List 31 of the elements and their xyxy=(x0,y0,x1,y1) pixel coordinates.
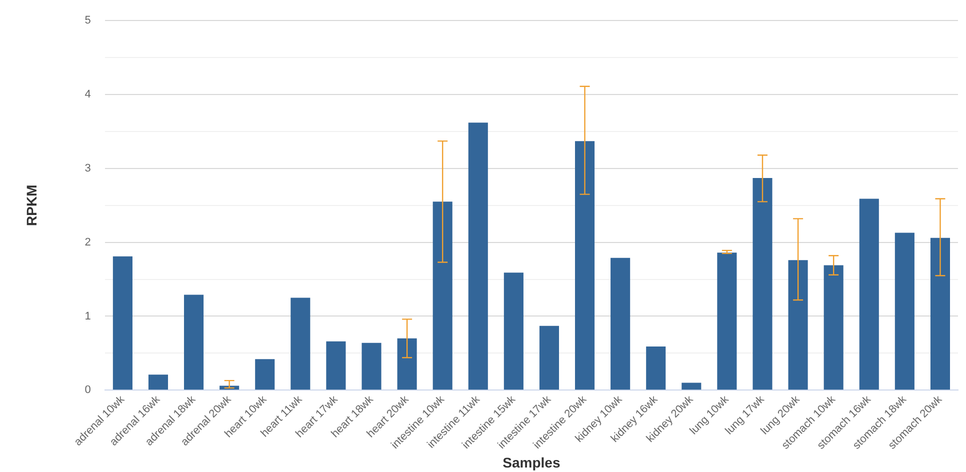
bar xyxy=(290,298,310,390)
bar xyxy=(432,202,452,390)
bar xyxy=(788,260,808,390)
bar xyxy=(539,326,560,390)
bar xyxy=(894,232,914,390)
bar xyxy=(824,265,844,390)
bar xyxy=(859,198,879,390)
y-tick-label: 1 xyxy=(84,310,91,322)
bar xyxy=(610,258,630,390)
bar xyxy=(717,252,737,390)
y-tick-label: 3 xyxy=(84,162,91,174)
bar xyxy=(504,272,524,390)
bar xyxy=(148,374,168,390)
bar xyxy=(184,294,204,390)
y-tick-label: 4 xyxy=(84,88,91,101)
bar xyxy=(397,338,417,390)
bar xyxy=(255,359,275,390)
y-axis-title: RPKM xyxy=(23,184,40,226)
bar xyxy=(326,341,346,390)
bar xyxy=(752,178,772,390)
bar xyxy=(646,346,666,390)
bar xyxy=(362,342,382,390)
x-axis-title: Samples xyxy=(502,454,560,470)
bar xyxy=(682,382,702,390)
y-tick-label: 5 xyxy=(84,14,91,27)
y-tick-label: 0 xyxy=(84,384,91,396)
bar xyxy=(112,256,132,390)
y-tick-label: 2 xyxy=(84,236,91,248)
bar xyxy=(575,141,595,390)
bar xyxy=(468,122,488,390)
bar xyxy=(930,238,950,390)
